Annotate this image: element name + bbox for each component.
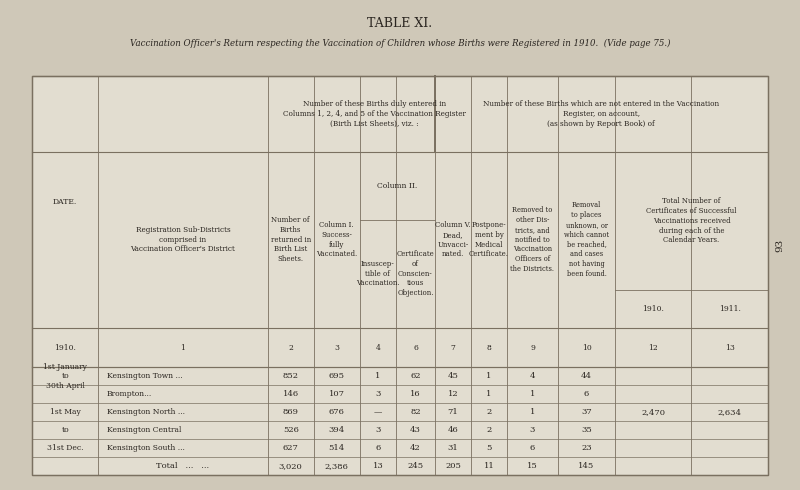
Text: 245: 245 — [407, 462, 423, 470]
Text: 2: 2 — [486, 408, 492, 416]
Text: 107: 107 — [329, 391, 345, 398]
Bar — [32, 76, 768, 475]
Text: 9: 9 — [530, 343, 535, 351]
Text: DATE.: DATE. — [53, 198, 78, 206]
Text: 869: 869 — [282, 408, 298, 416]
Text: 13: 13 — [725, 343, 734, 351]
Text: 23: 23 — [582, 444, 592, 452]
Text: 15: 15 — [527, 462, 538, 470]
Text: Number of these Births duly entered in
Columns 1, 2, 4, and 5 of the Vaccination: Number of these Births duly entered in C… — [283, 100, 466, 128]
Text: 695: 695 — [329, 372, 345, 380]
Text: to: to — [62, 426, 69, 434]
Text: 2,470: 2,470 — [641, 408, 665, 416]
Text: 16: 16 — [410, 391, 421, 398]
Text: Kensington North ...: Kensington North ... — [107, 408, 185, 416]
Text: 146: 146 — [282, 391, 298, 398]
Text: 1st January
to
30th April: 1st January to 30th April — [43, 363, 87, 390]
Text: TABLE XI.: TABLE XI. — [367, 17, 433, 30]
Text: Column II.: Column II. — [377, 182, 417, 190]
Text: 627: 627 — [282, 444, 298, 452]
Text: 10: 10 — [582, 343, 591, 351]
Text: 3,020: 3,020 — [279, 462, 302, 470]
Text: Number of these Births which are not entered in the Vaccination
Register, on acc: Number of these Births which are not ent… — [483, 100, 719, 128]
Text: 676: 676 — [329, 408, 345, 416]
Text: 35: 35 — [582, 426, 592, 434]
Text: 6: 6 — [584, 391, 590, 398]
Text: 37: 37 — [582, 408, 592, 416]
Text: 2,634: 2,634 — [718, 408, 742, 416]
Text: Postpone-
ment by
Medical
Certificate.: Postpone- ment by Medical Certificate. — [469, 221, 509, 258]
Text: Certificate
of
Conscien-
tious
Objection.: Certificate of Conscien- tious Objection… — [397, 250, 434, 297]
Text: 1st May: 1st May — [50, 408, 81, 416]
Text: 8: 8 — [486, 343, 491, 351]
Text: 82: 82 — [410, 408, 421, 416]
Text: 1: 1 — [486, 391, 492, 398]
Text: 71: 71 — [448, 408, 458, 416]
Text: 62: 62 — [410, 372, 421, 380]
Text: 2: 2 — [486, 426, 492, 434]
Text: 6: 6 — [413, 343, 418, 351]
Text: 12: 12 — [648, 343, 658, 351]
Text: 1: 1 — [530, 391, 535, 398]
Text: 13: 13 — [373, 462, 383, 470]
Text: T​otal   ...   ...: T​otal ... ... — [156, 462, 210, 470]
Text: 45: 45 — [447, 372, 458, 380]
Text: Brompton...: Brompton... — [107, 391, 152, 398]
Text: 1: 1 — [486, 372, 492, 380]
Text: Number of
Births
returned in
Birth List
Sheets.: Number of Births returned in Birth List … — [270, 216, 311, 263]
Text: 11: 11 — [484, 462, 494, 470]
Bar — [32, 76, 768, 475]
Text: 2,386: 2,386 — [325, 462, 349, 470]
Text: 3: 3 — [375, 426, 381, 434]
Text: Total Number of
Certificates of Successful
Vaccinations received
during each of : Total Number of Certificates of Successf… — [646, 197, 737, 245]
Text: 6: 6 — [530, 444, 535, 452]
Text: 7: 7 — [450, 343, 455, 351]
Text: 1: 1 — [181, 343, 186, 351]
Text: Removal
to places
unknown, or
which cannot
be reached,
and cases
not having
been: Removal to places unknown, or which cann… — [564, 201, 609, 278]
Text: Vaccination Officer's Return respecting the Vaccination of Children whose Births: Vaccination Officer's Return respecting … — [130, 39, 670, 49]
Text: 42: 42 — [410, 444, 421, 452]
Text: Kensington South ...: Kensington South ... — [107, 444, 185, 452]
Text: 394: 394 — [329, 426, 345, 434]
Text: 3: 3 — [334, 343, 339, 351]
Text: 1: 1 — [375, 372, 381, 380]
Text: 44: 44 — [581, 372, 592, 380]
Text: 46: 46 — [448, 426, 458, 434]
Text: 2: 2 — [288, 343, 293, 351]
Text: 1910.: 1910. — [54, 343, 76, 351]
Text: 4: 4 — [530, 372, 535, 380]
Text: —: — — [374, 408, 382, 416]
Text: Registration Sub-Districts
comprised in
Vaccination Officer's District: Registration Sub-Districts comprised in … — [130, 226, 235, 253]
Text: Kensington Town ...: Kensington Town ... — [107, 372, 182, 380]
Text: 3: 3 — [530, 426, 535, 434]
Text: 205: 205 — [445, 462, 461, 470]
Text: 43: 43 — [410, 426, 421, 434]
Text: Kensington Central: Kensington Central — [107, 426, 182, 434]
Text: Removed to
other Dis-
tricts, and
notified to
Vaccination
Officers of
the Distri: Removed to other Dis- tricts, and notifi… — [510, 206, 554, 273]
Text: 31st Dec.: 31st Dec. — [47, 444, 83, 452]
Text: 5: 5 — [486, 444, 492, 452]
Text: 12: 12 — [448, 391, 458, 398]
Text: 1: 1 — [530, 408, 535, 416]
Text: 6: 6 — [375, 444, 381, 452]
Text: 93: 93 — [775, 238, 785, 252]
Text: 145: 145 — [578, 462, 594, 470]
Text: Insuscep-
tible of
Vaccination.: Insuscep- tible of Vaccination. — [356, 260, 400, 288]
Text: 4: 4 — [375, 343, 380, 351]
Text: 1910.: 1910. — [642, 305, 664, 313]
Text: 526: 526 — [282, 426, 298, 434]
Text: 514: 514 — [329, 444, 345, 452]
Text: Column V.
Dead,
Unvacci-
nated.: Column V. Dead, Unvacci- nated. — [435, 221, 471, 258]
Text: Column I.
Success-
fully
Vaccinated.: Column I. Success- fully Vaccinated. — [316, 221, 358, 258]
Text: 1911.: 1911. — [718, 305, 741, 313]
Text: 31: 31 — [448, 444, 458, 452]
Text: 3: 3 — [375, 391, 381, 398]
Text: 852: 852 — [282, 372, 298, 380]
